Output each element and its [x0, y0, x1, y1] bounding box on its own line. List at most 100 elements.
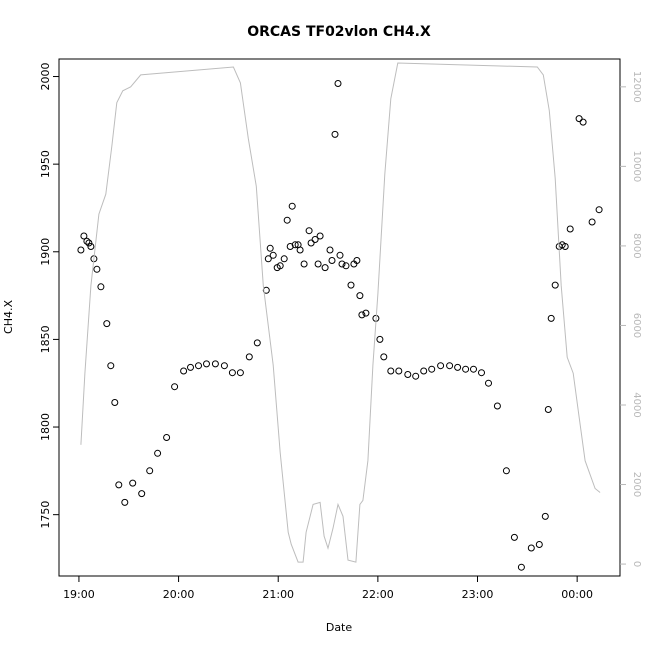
data-point: [485, 379, 492, 387]
data-point: [262, 286, 270, 294]
y-axis-right: 0 2000 4000 6000 8000 10000 12000: [620, 71, 642, 567]
x-tick-label: 23:00: [462, 588, 494, 601]
data-point: [195, 362, 202, 370]
data-point: [321, 264, 329, 272]
data-point: [111, 399, 119, 406]
data-point: [428, 365, 436, 373]
data-point: [283, 216, 291, 224]
data-point: [595, 206, 603, 214]
data-point: [236, 369, 244, 377]
data-point: [280, 255, 288, 263]
x-axis-label: Date: [326, 621, 353, 634]
data-point: [579, 118, 587, 126]
y2-tick-label: 4000: [631, 392, 642, 417]
data-point: [129, 479, 137, 487]
data-point: [404, 371, 412, 378]
y2-tick-label: 10000: [631, 150, 642, 182]
data-point: [454, 363, 462, 371]
y2-tick-label: 6000: [631, 313, 642, 338]
data-point: [228, 369, 236, 377]
data-point: [77, 246, 85, 254]
data-point: [338, 260, 346, 268]
data-point: [286, 243, 294, 250]
data-point: [245, 353, 253, 361]
data-point: [331, 130, 339, 138]
altitude-series-line: [80, 62, 601, 563]
series-layer: [77, 62, 603, 571]
x-tick-label: 21:00: [262, 588, 294, 601]
data-point: [478, 369, 485, 377]
data-point: [276, 262, 284, 270]
data-point: [83, 237, 91, 245]
data-point: [171, 383, 179, 391]
data-point: [342, 262, 350, 270]
data-point: [328, 257, 336, 264]
data-point: [462, 365, 470, 373]
data-point: [493, 402, 501, 410]
x-tick-label: 20:00: [163, 588, 195, 601]
data-point: [300, 260, 308, 268]
data-point: [437, 362, 445, 370]
data-point: [347, 281, 355, 289]
data-point: [154, 449, 162, 457]
data-point: [356, 292, 364, 300]
data-point: [266, 244, 274, 252]
y2-tick-label: 8000: [631, 233, 642, 258]
y-axis-label: CH4.X: [2, 300, 15, 334]
plot-frame: [58, 58, 621, 577]
y2-tick-label: 0: [631, 561, 642, 567]
data-point: [203, 360, 210, 368]
data-point: [470, 365, 477, 373]
data-point: [296, 246, 304, 254]
data-point: [510, 533, 518, 541]
data-point: [334, 80, 342, 87]
data-point: [353, 257, 361, 264]
data-point: [220, 362, 228, 370]
y2-tick-label: 2000: [631, 472, 642, 497]
data-point: [97, 283, 105, 291]
data-point: [517, 563, 525, 571]
data-point: [93, 265, 101, 273]
data-point: [547, 314, 555, 322]
data-point: [412, 372, 420, 380]
x-tick-label: 19:00: [63, 588, 95, 601]
x-tick-label: 22:00: [362, 588, 394, 601]
y-tick-label: 1800: [39, 413, 52, 441]
data-point: [264, 255, 272, 263]
data-point: [291, 241, 299, 249]
data-point: [387, 367, 395, 375]
data-point: [103, 320, 111, 328]
data-point: [107, 362, 115, 370]
data-point: [87, 243, 95, 250]
data-point: [311, 236, 319, 243]
data-point: [180, 367, 188, 375]
data-point: [362, 309, 370, 317]
data-point: [163, 434, 171, 441]
y-tick-label: 1850: [39, 325, 52, 353]
y-axis-left: 1750 1800 1850 1900 1950 2000: [39, 63, 59, 529]
data-point: [121, 498, 129, 506]
data-point: [380, 353, 388, 361]
data-point: [211, 360, 219, 368]
data-point: [566, 225, 574, 233]
data-point: [85, 239, 93, 247]
data-point: [358, 311, 366, 319]
data-point: [420, 367, 428, 375]
y2-tick-label: 12000: [631, 71, 642, 103]
data-point: [138, 490, 146, 498]
data-point: [551, 281, 559, 289]
data-point: [115, 481, 123, 489]
data-point: [336, 251, 344, 259]
data-point: [269, 251, 277, 259]
data-point: [288, 202, 296, 210]
y-tick-label: 1900: [39, 238, 52, 266]
data-point: [588, 218, 596, 226]
y-tick-label: 1750: [39, 501, 52, 529]
data-point: [561, 243, 569, 250]
data-point: [316, 232, 324, 240]
data-point: [502, 467, 510, 475]
x-tick-label: 00:00: [561, 588, 593, 601]
data-point: [305, 227, 313, 235]
